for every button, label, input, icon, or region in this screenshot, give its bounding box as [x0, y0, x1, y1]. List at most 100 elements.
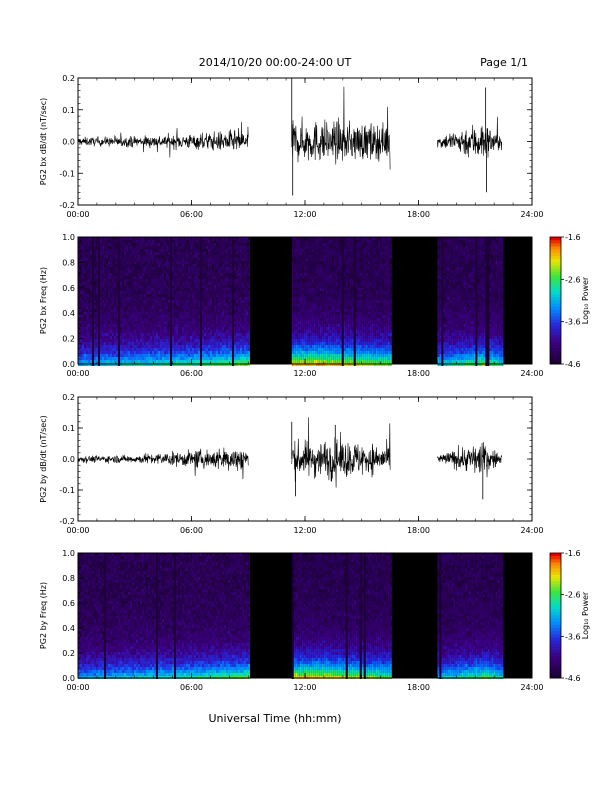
spectrogram-cell	[335, 258, 338, 261]
spectrogram-cell	[305, 309, 308, 312]
spectrogram-cell	[84, 300, 86, 303]
spectrogram-cell	[202, 300, 204, 303]
spectrogram-cell	[154, 309, 156, 312]
spectrogram-cell	[162, 246, 164, 249]
spectrogram-cell	[293, 264, 296, 267]
spectrogram-cell	[339, 339, 342, 342]
spectrogram-cell	[238, 360, 240, 363]
spectrogram-cell	[208, 240, 210, 243]
spectrogram-cell	[166, 303, 168, 306]
spectrogram-cell	[92, 258, 94, 261]
spectrogram-cell	[106, 261, 108, 264]
spectrogram-cell	[329, 360, 332, 363]
spectrogram-cell	[240, 357, 242, 360]
spectrogram-cell	[317, 261, 320, 264]
spectrogram-cell	[156, 273, 158, 276]
spectrogram-cell	[244, 252, 246, 255]
spectrogram-cell	[200, 348, 202, 351]
spectrogram-cell	[190, 348, 192, 351]
spectrogram-cell	[299, 288, 302, 291]
spectrogram-cell	[124, 327, 126, 330]
spectrogram-cell	[138, 348, 140, 351]
spectrogram-cell	[295, 321, 298, 324]
spectrogram-cell	[90, 237, 92, 240]
spectrogram-cell	[198, 300, 200, 303]
spectrogram-cell	[108, 261, 110, 264]
spectrogram-cell	[134, 249, 136, 252]
spectrogram-cell	[146, 309, 148, 312]
spectrogram-cell	[335, 237, 338, 240]
spectrogram-cell	[222, 327, 224, 330]
spectrogram-cell	[184, 282, 186, 285]
spectrogram-cell	[120, 330, 122, 333]
spectrogram-cell	[329, 288, 332, 291]
spectrogram-cell	[112, 357, 114, 360]
spectrogram-cell	[319, 282, 322, 285]
spectrogram-cell	[158, 354, 160, 357]
spectrogram-cell	[240, 348, 242, 351]
spectrogram-cell	[224, 324, 226, 327]
spectrogram-cell	[124, 321, 126, 324]
spectrogram-cell	[323, 285, 326, 288]
spectrogram-cell	[188, 357, 190, 360]
spectrogram-cell	[94, 294, 96, 297]
spectrogram-cell	[230, 258, 232, 261]
spectrogram-cell	[198, 243, 200, 246]
spectrogram-cell	[222, 243, 224, 246]
spectrogram-cell	[242, 291, 244, 294]
spectrogram-cell	[128, 237, 130, 240]
spectrogram-cell	[200, 330, 202, 333]
spectrogram-cell	[84, 279, 86, 282]
spectrogram-cell	[168, 315, 170, 318]
spectrogram-cell	[208, 354, 210, 357]
spectrogram-cell	[303, 321, 306, 324]
spectrogram-cell	[331, 351, 334, 354]
spectrogram-cell	[192, 279, 194, 282]
spectrogram-cell	[84, 315, 86, 318]
y-axis-label: PG2 bx dB/dt (nT/sec)	[39, 98, 48, 185]
spectrogram-cell	[100, 321, 102, 324]
spectrogram-cell	[204, 351, 206, 354]
spectrogram-cell	[291, 300, 294, 303]
spectrogram-cell	[238, 267, 240, 270]
spectrogram-cell	[331, 264, 334, 267]
spectrogram-cell	[194, 330, 196, 333]
spectrogram-cell	[327, 261, 330, 264]
spectrogram-cell	[301, 324, 304, 327]
spectrogram-cell	[152, 357, 154, 360]
spectrogram-cell	[84, 348, 86, 351]
spectrogram-cell	[192, 291, 194, 294]
spectrogram-cell	[104, 273, 106, 276]
spectrogram-cell	[200, 327, 202, 330]
y-tick-label: -0.2	[59, 201, 75, 210]
x-tick-label: 18:00	[407, 210, 430, 219]
spectrogram-cell	[80, 306, 82, 309]
spectrogram-cell	[186, 258, 188, 261]
spectrogram-cell	[291, 324, 294, 327]
spectrogram-cell	[124, 255, 126, 258]
spectrogram-cell	[188, 339, 190, 342]
spectrogram-cell	[84, 246, 86, 249]
spectrogram-cell	[170, 288, 172, 291]
spectrogram-cell	[299, 240, 302, 243]
spectrogram-cell	[293, 360, 296, 363]
spectrogram-cell	[116, 297, 118, 300]
spectrogram-cell	[124, 297, 126, 300]
spectrogram-cell	[299, 252, 302, 255]
spectrogram-cell	[319, 246, 322, 249]
spectrogram-cell	[208, 339, 210, 342]
spectrogram-cell	[327, 357, 330, 360]
spectrogram-cell	[156, 306, 158, 309]
spectrogram-cell	[184, 300, 186, 303]
spectrogram-cell	[315, 336, 318, 339]
spectrogram-cell	[90, 258, 92, 261]
spectrogram-cell	[313, 300, 316, 303]
spectrogram-cell	[168, 252, 170, 255]
spectrogram-cell	[200, 273, 202, 276]
spectrogram-cell	[220, 303, 222, 306]
spectrogram-cell	[94, 357, 96, 360]
spectrogram-cell	[144, 249, 146, 252]
spectrogram-cell	[170, 261, 172, 264]
spectrogram-cell	[218, 348, 220, 351]
